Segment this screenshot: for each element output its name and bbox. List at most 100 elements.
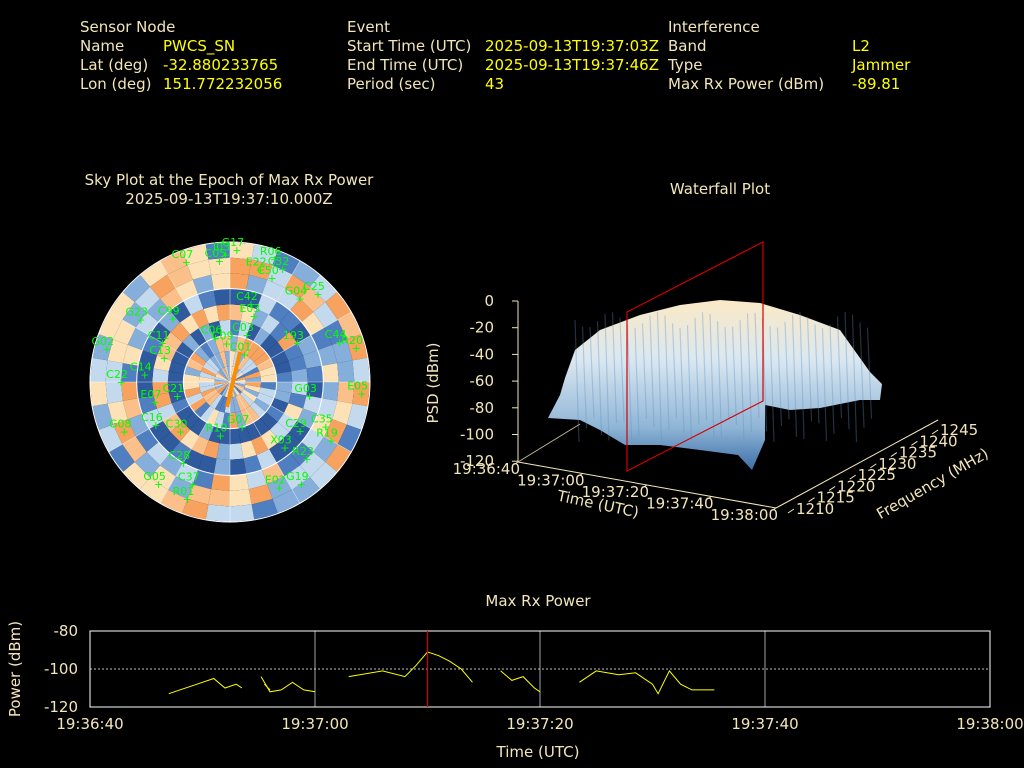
satellite-marker: +G19	[286, 470, 309, 491]
satellite-marker: +G02	[92, 335, 115, 356]
floor-edge	[517, 423, 581, 463]
satellite-marker: +C21	[163, 382, 185, 403]
psd-tick-label: 0	[484, 292, 494, 310]
satellite-plus: +	[183, 493, 192, 506]
frequency-tick-label: 1220	[837, 477, 875, 495]
satellite-marker: +R01	[173, 485, 195, 506]
time-tick-label: 19:37:40	[646, 495, 713, 513]
sensor-node-panel: Sensor Node Name PWCS_SN Lat (deg) -32.880…	[80, 18, 282, 94]
satellite-id: C25	[303, 280, 325, 293]
time-tick-label: 19:36:40	[56, 715, 123, 733]
satellite-plus: +	[242, 329, 251, 342]
max-rx-power-title: Max Rx Power	[485, 592, 591, 610]
satellite-markers: +G17+C07+C05+J03+R06+C32+E22+C50+C25+G04…	[92, 236, 369, 506]
frequency-tick	[849, 474, 856, 480]
interference-direction-marker	[225, 351, 242, 408]
sky-plot: +G17+C07+C05+J03+R06+C32+E22+C50+C25+G04…	[89, 236, 371, 523]
satellite-plus: +	[352, 342, 361, 355]
satellite-marker: +E22	[246, 255, 267, 276]
sky-plot-title: Sky Plot at the Epoch of Max Rx Power 20…	[64, 171, 394, 209]
lon-value: 151.772232056	[163, 75, 283, 93]
satellite-id: G19	[286, 470, 309, 483]
power-line	[500, 670, 541, 693]
satellite-plus: +	[120, 425, 129, 438]
satellite-id: C99	[158, 304, 180, 317]
time-tick-label: 19:38:00	[711, 506, 778, 524]
satellite-marker: +C01	[230, 341, 252, 362]
satellite-marker: +E07	[140, 388, 161, 409]
time-tick	[641, 484, 648, 489]
satellite-plus: +	[249, 310, 258, 323]
satellite-plus: +	[335, 336, 344, 349]
time-tick-label: 19:37:00	[281, 715, 348, 733]
satellite-plus: +	[215, 255, 224, 268]
satellite-id: G05	[143, 470, 166, 483]
period-label: Period (sec)	[347, 75, 436, 93]
satellite-plus: +	[221, 249, 230, 262]
satellite-plus: +	[168, 312, 177, 325]
start-time-label: Start Time (UTC)	[347, 37, 472, 55]
satellite-id: C30	[166, 417, 188, 430]
satellite-id: E05	[347, 380, 368, 393]
psd-tick-label: -40	[470, 345, 495, 363]
satellite-marker: +C28	[168, 449, 190, 470]
satellite-plus: +	[256, 263, 265, 276]
satellite-marker: +R19	[316, 426, 338, 447]
satellite-marker: +E02	[265, 474, 286, 495]
satellite-marker: +J03	[212, 241, 230, 262]
satellite-id: C22	[106, 368, 128, 381]
frequency-tick	[870, 463, 877, 469]
satellite-marker: +C14	[130, 361, 152, 382]
power-line	[579, 669, 715, 695]
frequency-tick	[931, 429, 939, 435]
time-tick-label: 19:36:40	[453, 460, 520, 478]
satellite-id: C28	[168, 449, 190, 462]
satellite-plus: +	[211, 332, 220, 345]
satellite-id: C14	[130, 361, 152, 374]
satellite-marker: +C03	[232, 321, 254, 342]
satellite-marker: +R06	[260, 245, 282, 266]
time-tick	[770, 507, 777, 512]
lat-value: -32.880233765	[163, 56, 279, 74]
satellite-marker: +C11	[148, 329, 170, 350]
satellite-id: R01	[173, 485, 195, 498]
satellite-marker: +C05	[205, 247, 227, 268]
satellite-plus: +	[117, 376, 126, 389]
sky-plot-epoch: 2025-09-13T19:37:10.000Z	[125, 190, 333, 208]
time-tick-label: 19:38:00	[956, 715, 1023, 733]
satellite-plus: +	[158, 337, 167, 350]
satellite-id: C01	[230, 341, 252, 354]
satellite-marker: +E05	[347, 380, 368, 401]
satellite-plus: +	[140, 369, 149, 382]
satellite-marker: +G05	[143, 470, 166, 491]
satellite-marker: +C16	[141, 411, 163, 432]
satellite-plus: +	[302, 453, 311, 466]
satellite-marker: +C30	[166, 417, 188, 438]
time-tick	[512, 461, 519, 466]
sky-plot-heatmap	[90, 242, 370, 522]
satellite-plus: +	[160, 352, 169, 365]
satellite-plus: +	[313, 288, 322, 301]
satellite-marker: +C13	[149, 344, 171, 365]
satellite-id: C07	[172, 248, 194, 261]
satellite-marker: +C44	[325, 328, 347, 349]
frequency-tick-label: 1245	[940, 421, 978, 439]
satellite-plus: +	[295, 293, 304, 306]
satellite-marker: +C25	[303, 280, 325, 301]
satellite-plus: +	[232, 244, 241, 257]
time-tick	[706, 496, 712, 500]
time-tick-label: 19:37:40	[731, 715, 798, 733]
time-tick-label: 19:37:20	[582, 483, 649, 501]
end-time-value: 2025-09-13T19:37:46Z	[485, 56, 659, 74]
power-tick-label: -80	[54, 622, 79, 640]
satellite-id: R20	[341, 334, 363, 347]
satellite-id: C03	[232, 321, 254, 334]
power-series	[168, 651, 715, 695]
satellite-plus: +	[278, 263, 287, 276]
satellite-plus: +	[240, 349, 249, 362]
satellite-marker: +G03	[294, 382, 317, 403]
satellite-id: G02	[92, 335, 115, 348]
satellite-plus: +	[216, 430, 225, 443]
lat-label: Lat (deg)	[80, 56, 149, 74]
